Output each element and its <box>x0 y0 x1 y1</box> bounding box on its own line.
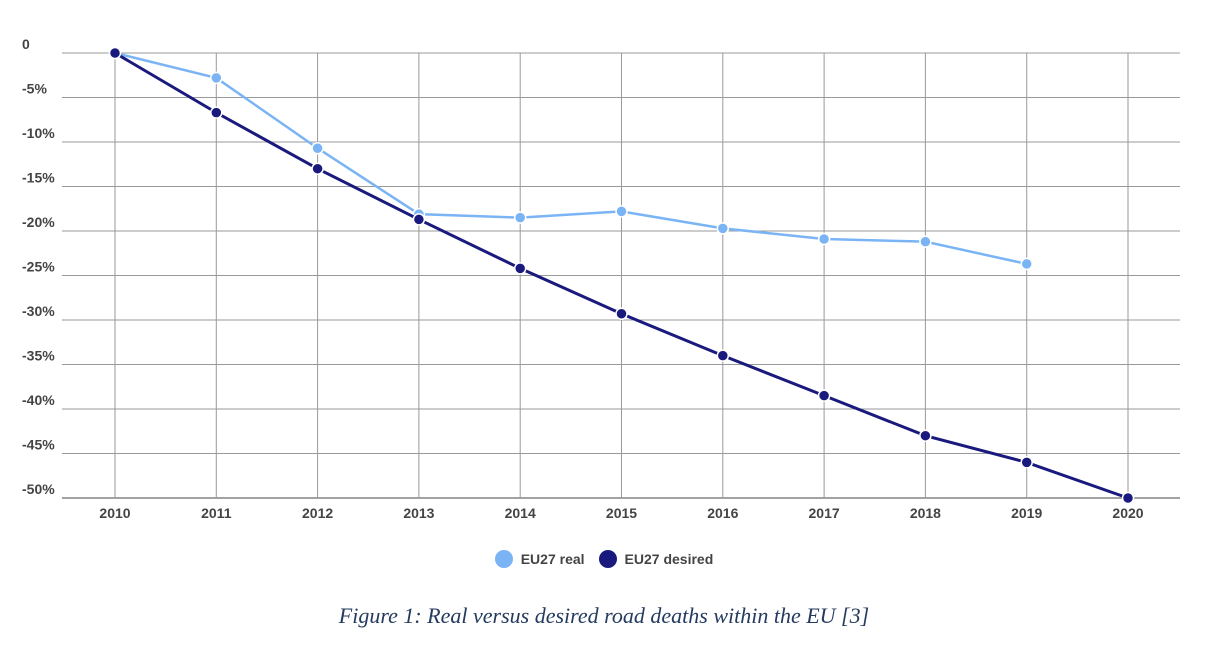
y-tick-label: -25% <box>22 259 55 275</box>
x-tick-label: 2019 <box>1011 505 1042 521</box>
data-point[interactable] <box>919 235 932 248</box>
data-point[interactable] <box>412 213 426 226</box>
legend: EU27 real EU27 desired <box>0 550 1208 568</box>
x-tick-label: 2011 <box>201 505 232 521</box>
y-tick-label: -50% <box>22 481 55 497</box>
x-tick-label: 2010 <box>99 505 130 521</box>
series-desired <box>108 46 1135 505</box>
data-point[interactable] <box>919 429 932 442</box>
grid <box>62 52 1180 499</box>
data-point[interactable] <box>615 307 628 321</box>
y-tick-label: -40% <box>22 392 55 408</box>
x-tick-label: 2015 <box>606 505 637 521</box>
x-tick-label: 2017 <box>809 505 840 521</box>
x-tick-label: 2012 <box>302 505 333 521</box>
series-layer <box>108 46 1135 505</box>
legend-marker-real <box>494 550 513 568</box>
y-tick-label: -35% <box>22 348 55 364</box>
legend-label-desired: EU27 desired <box>624 551 714 567</box>
data-point[interactable] <box>615 205 628 218</box>
x-tick-label: 2014 <box>505 505 536 521</box>
series-line <box>114 51 1027 266</box>
legend-label-real: EU27 real <box>520 551 585 567</box>
x-tick-label: 2018 <box>910 505 941 521</box>
x-tick-label: 2013 <box>403 505 434 521</box>
y-tick-label: -10% <box>22 125 55 141</box>
legend-item-real[interactable]: EU27 real <box>494 550 585 568</box>
data-point[interactable] <box>817 389 831 402</box>
data-point[interactable] <box>210 106 223 119</box>
data-point[interactable] <box>716 349 730 362</box>
legend-marker-desired <box>598 550 617 568</box>
x-tick-label: 2016 <box>707 505 738 521</box>
data-point[interactable] <box>108 46 122 60</box>
y-tick-label: -5% <box>22 81 47 97</box>
figure-caption: Figure 1: Real versus desired road death… <box>338 603 870 628</box>
legend-item-desired[interactable]: EU27 desired <box>598 550 714 568</box>
y-tick-label: 0 <box>22 36 30 52</box>
data-point[interactable] <box>716 222 730 235</box>
data-point[interactable] <box>210 71 223 85</box>
data-point[interactable] <box>513 211 527 224</box>
data-point[interactable] <box>817 232 831 246</box>
line-chart: 0 -5% -10% -15% -20% -25% -30% -35% -40% -45% -50%… <box>22 36 1180 521</box>
data-point[interactable] <box>311 162 324 175</box>
data-point[interactable] <box>1121 491 1135 505</box>
y-tick-label: -45% <box>22 437 55 453</box>
y-tick-label: -15% <box>22 170 55 186</box>
data-point[interactable] <box>311 141 324 155</box>
data-point[interactable] <box>1020 456 1033 469</box>
x-axis-ticks: 2010 2011 2012 2013 2014 2015 2016 2017 2018 2019… <box>99 505 1143 521</box>
data-point[interactable] <box>513 262 527 275</box>
y-tick-label: -30% <box>22 303 55 319</box>
data-point[interactable] <box>1020 257 1033 271</box>
x-tick-label: 2020 <box>1112 505 1143 521</box>
y-tick-label: -20% <box>22 214 55 230</box>
y-axis-ticks: 0 -5% -10% -15% -20% -25% -30% -35% -40% -45% -50% <box>22 36 55 497</box>
series-real <box>108 46 1033 271</box>
